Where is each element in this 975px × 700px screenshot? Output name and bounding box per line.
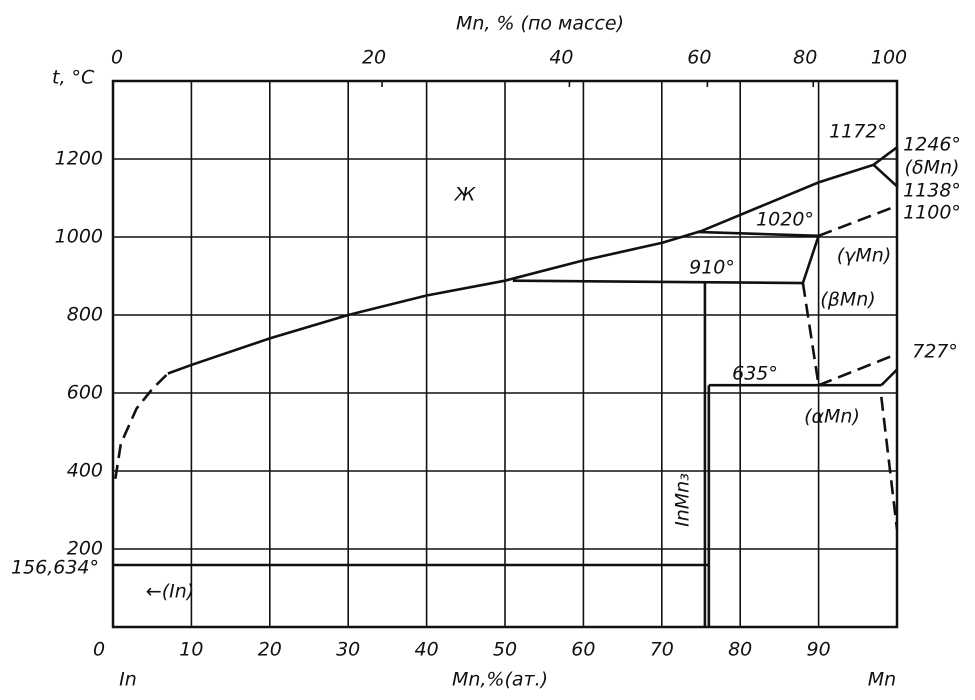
annotation: 156,634° — [11, 557, 99, 579]
annotation: (γMn) — [837, 245, 892, 267]
phase-boundary — [167, 146, 898, 375]
phase-boundary — [880, 396, 899, 530]
annotation: (δMn) — [905, 157, 960, 179]
y-axis-label: t, °C — [52, 67, 95, 89]
y-tick-label: 1000 — [55, 226, 103, 248]
annotation: InMn₃ — [672, 473, 694, 527]
annotation: 1020° — [756, 209, 814, 231]
annotation: 635° — [732, 363, 778, 385]
y-tick-label: 200 — [67, 538, 103, 560]
phase-boundary — [801, 235, 820, 284]
annotation: 1138° — [903, 180, 961, 202]
phase-boundary — [114, 372, 169, 480]
x2-tick-label: 0 — [111, 47, 123, 69]
x-tick-label: 40 — [415, 639, 439, 661]
x-tick-label: 10 — [179, 639, 203, 661]
phase-boundary — [818, 352, 898, 387]
x-tick-label: 70 — [650, 639, 674, 661]
annotation: 1172° — [829, 121, 887, 143]
x-tick-label: 50 — [493, 639, 517, 661]
phase-boundary — [880, 368, 898, 387]
x2-tick-label: 100 — [871, 47, 907, 69]
x2-tick-label: 80 — [793, 47, 817, 69]
x2-tick-label: 40 — [549, 47, 573, 69]
annotation: (αMn) — [804, 406, 860, 428]
left-element-label: In — [119, 669, 137, 691]
y-tick-label: 1200 — [55, 148, 103, 170]
x-tick-label: 0 — [93, 639, 105, 661]
annotation: 910° — [689, 257, 735, 279]
x2-tick-label: 20 — [362, 47, 386, 69]
phase-boundary — [697, 230, 819, 238]
x2-axis-label: Mn, % (по массе) — [456, 13, 624, 35]
phase-boundary — [801, 282, 820, 386]
x-tick-label: 90 — [807, 639, 831, 661]
phase-boundary — [512, 279, 803, 285]
x2-tick-label: 60 — [687, 47, 711, 69]
phase-boundary — [872, 147, 899, 190]
phase-boundary — [818, 204, 898, 238]
right-element-label: Mn — [868, 669, 896, 691]
x-tick-label: 20 — [258, 639, 282, 661]
annotation: 727° — [912, 341, 958, 363]
annotation: 1100° — [903, 202, 961, 224]
x-tick-label: 80 — [728, 639, 752, 661]
y-tick-label: 800 — [67, 304, 103, 326]
y-tick-label: 600 — [67, 382, 103, 404]
annotation: 1246° — [903, 134, 961, 156]
x-tick-label: 60 — [571, 639, 595, 661]
annotation: Ж — [454, 184, 477, 206]
x-tick-label: 30 — [336, 639, 360, 661]
annotation: ←(In) — [146, 581, 194, 603]
annotation: (βMn) — [820, 289, 875, 311]
y-tick-label: 400 — [67, 460, 103, 482]
x-axis-label: Mn,%(ат.) — [452, 669, 548, 691]
